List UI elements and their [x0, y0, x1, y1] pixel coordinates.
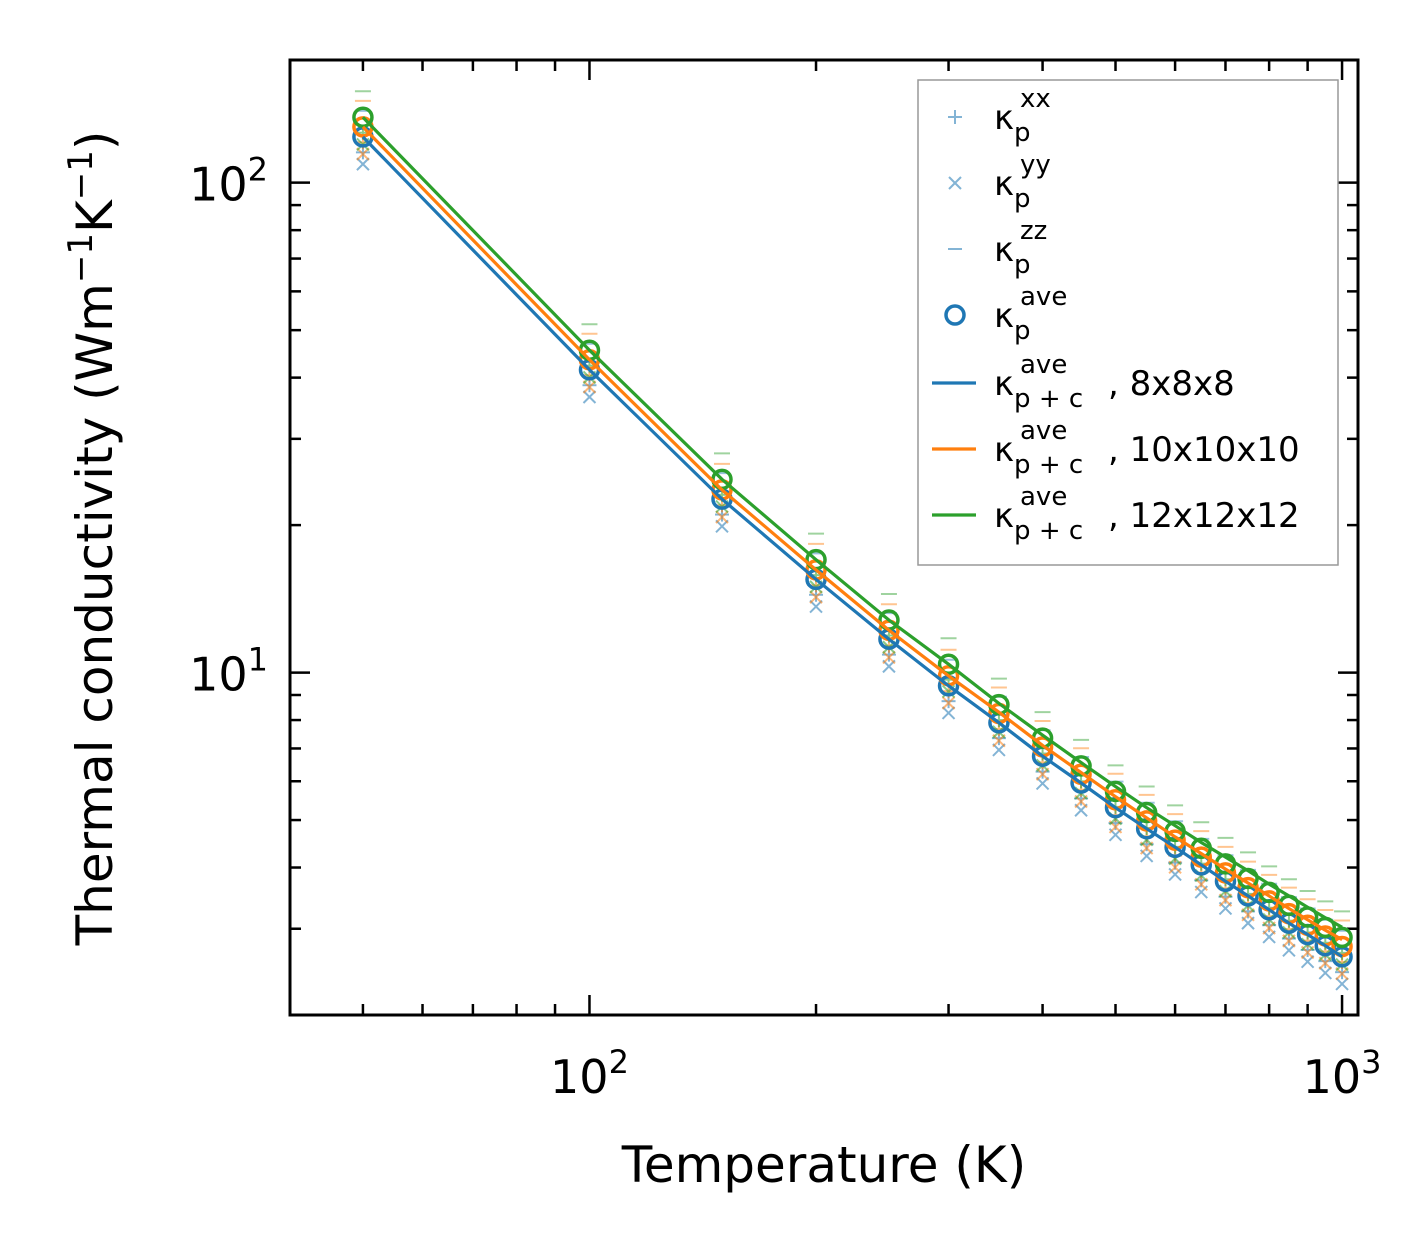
- x-axis-title: Temperature (K): [621, 1136, 1026, 1194]
- kyy-point: [1282, 943, 1296, 958]
- cross-b: [941, 706, 956, 720]
- kyy-point: [941, 706, 956, 720]
- kyy-point: [882, 650, 896, 665]
- kyy-point: [356, 147, 370, 161]
- kyy-point: [582, 380, 597, 394]
- cross-b: [809, 590, 823, 604]
- kave-point: [1331, 926, 1353, 949]
- legend-label: κpave: [994, 282, 1067, 346]
- cross-b: [715, 510, 729, 524]
- cross-b: [941, 696, 956, 710]
- cross-b: [1318, 966, 1332, 980]
- y-tick-label: 101: [189, 641, 268, 702]
- kyy-point: [1318, 966, 1332, 980]
- cross-b: [356, 157, 370, 171]
- legend-circle-marker: [944, 304, 966, 326]
- legend-label: κp + cave, 10x10x10: [994, 416, 1300, 480]
- y-axis-title: Thermal conductivity (Wm−1K−1): [61, 131, 124, 947]
- kyy-point: [809, 590, 823, 604]
- legend-label: κpyy: [994, 150, 1051, 214]
- kave-point: [1104, 796, 1127, 819]
- series-line-12x12x12: [361, 116, 1343, 929]
- series-line-8x8x8: [361, 135, 1343, 959]
- kyy-point: [356, 157, 370, 171]
- cross-b: [882, 650, 896, 665]
- cross-b: [582, 390, 597, 404]
- kyy-point: [1335, 977, 1349, 991]
- cross-b: [1335, 977, 1349, 991]
- cross-b: [356, 147, 370, 161]
- legend-label: κp + cave, 12x12x12: [994, 482, 1300, 546]
- legend-cross-marker: [948, 176, 962, 190]
- y-tick-label: 102: [189, 151, 268, 212]
- axis-ticks: [288, 60, 1358, 1017]
- legend-label: κpxx: [994, 84, 1051, 148]
- legend-label: κpzz: [994, 216, 1047, 280]
- kyy-point: [582, 390, 597, 404]
- cross-b: [1282, 943, 1296, 958]
- kyy-point: [941, 696, 956, 710]
- kave-point: [352, 106, 374, 129]
- series-lines: [361, 116, 1343, 959]
- cross-b: [948, 176, 962, 190]
- x-tick-label: 103: [1303, 1043, 1382, 1104]
- kave-point: [937, 653, 960, 675]
- legend-plus-marker: [948, 110, 962, 124]
- tick-labels: 102 103 101 102: [189, 151, 1381, 1104]
- legend-box: [917, 79, 1339, 566]
- kyy-point: [715, 510, 729, 524]
- cross-b: [582, 380, 597, 394]
- plot-frame: [288, 58, 1360, 1017]
- series-line-10x10x10: [361, 125, 1343, 941]
- legend-label: κp + cave, 8x8x8: [994, 350, 1235, 414]
- x-tick-label: 102: [550, 1043, 629, 1104]
